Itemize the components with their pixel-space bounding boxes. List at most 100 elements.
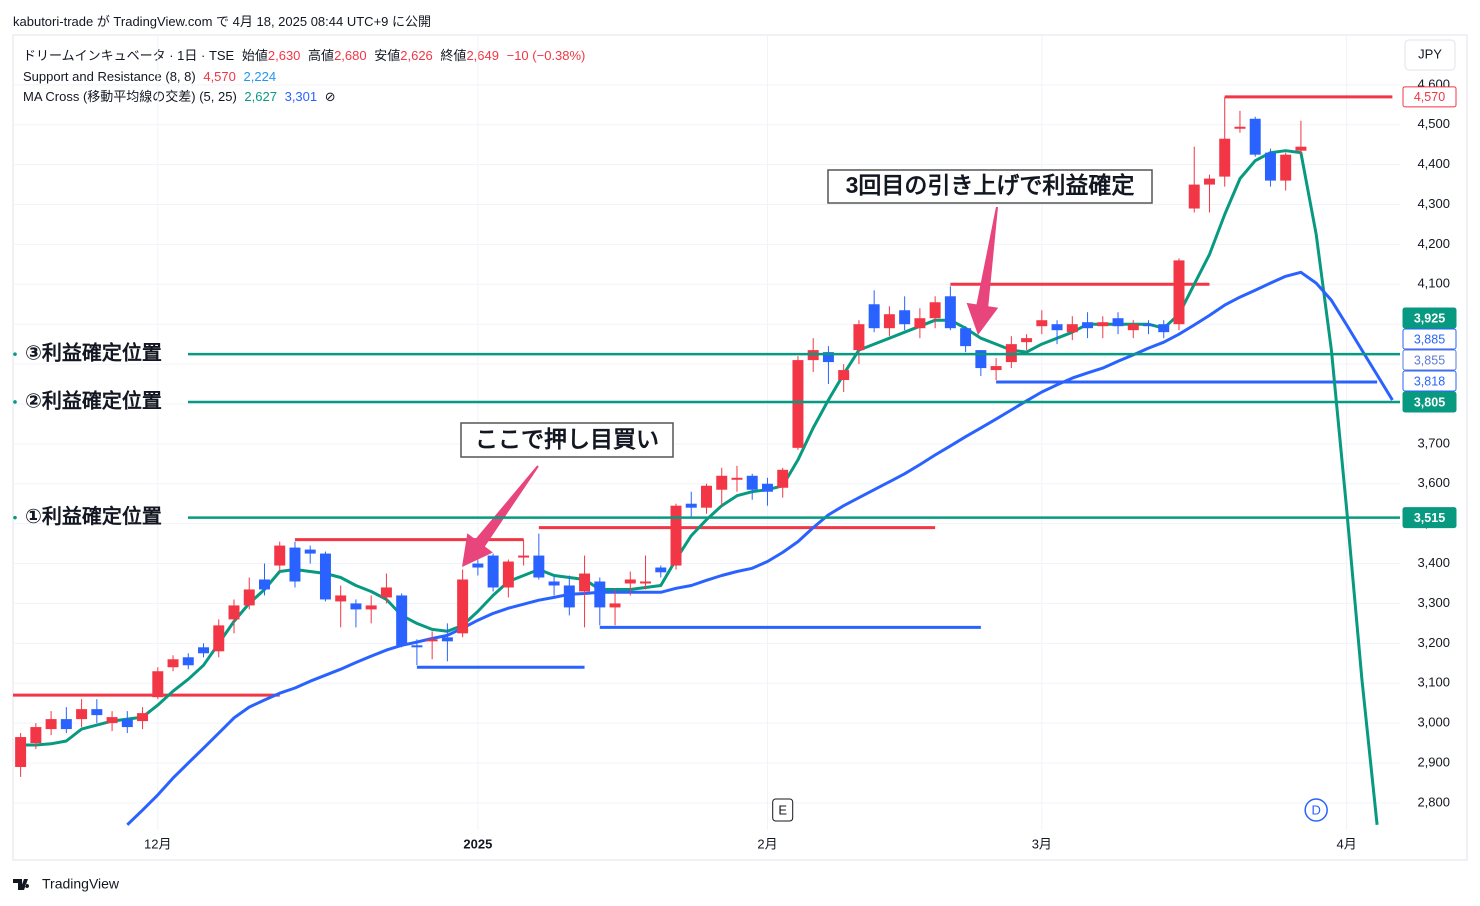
price-label: 4,570 [1414, 90, 1445, 104]
candle-body [579, 573, 591, 592]
candle-body [426, 639, 438, 642]
candle-body [198, 647, 210, 654]
candle-body [670, 505, 682, 566]
candle-body [914, 318, 926, 329]
annotation-box [827, 169, 1153, 204]
annotation-text: 3回目の引き上げで利益確定 [846, 172, 1135, 198]
candle-body [868, 304, 880, 329]
candle-body [243, 589, 255, 606]
y-tick-label: 3,300 [1417, 595, 1450, 610]
candle-body [975, 350, 987, 369]
price-label: 3,855 [1414, 353, 1445, 367]
candle-body [853, 324, 865, 351]
x-tick-label: 2月 [757, 836, 777, 851]
candle-body [106, 717, 118, 724]
price-label: 3,818 [1414, 374, 1445, 388]
candle-body [91, 709, 103, 716]
candle-body [487, 555, 499, 588]
candle-body [152, 671, 164, 698]
symbol-line: ドリームインキュベータ · 1日 · TSE 始値2,630 高値2,680 安… [23, 46, 589, 67]
published: kabutori-trade が TradingView.com で 4月 18… [13, 14, 431, 29]
symbol: ドリームインキュベータ · 1日 · TSE [23, 48, 235, 63]
candle-body [1173, 260, 1185, 325]
ohlc-label: 始値 [241, 48, 268, 63]
y-tick-label: 4,100 [1417, 276, 1450, 291]
indicator-name: Support and Resistance (8, 8) [23, 68, 196, 84]
candle-body [1158, 324, 1170, 333]
x-tick-label: 2025 [463, 836, 492, 851]
y-tick-label: 4,300 [1417, 196, 1450, 211]
price-axis: 2,8002,9003,0003,1003,2003,3003,4003,500… [1402, 76, 1457, 809]
candle-body [518, 555, 530, 558]
indicator-name: MA Cross (移動平均線の交差) (5, 25) [23, 89, 237, 104]
event-marker [772, 798, 794, 822]
candle-body [883, 314, 895, 329]
ohlc-value: 2,649 [466, 48, 499, 63]
y-tick-label: 3,100 [1417, 675, 1450, 690]
candle-body [1249, 118, 1261, 155]
candle-body [15, 737, 27, 767]
price-label: 3,925 [1414, 311, 1445, 325]
candle-body [76, 709, 88, 720]
candle-body [655, 567, 667, 573]
candle-body [228, 605, 240, 620]
y-tick-label: 3,000 [1417, 715, 1450, 730]
candle-body [899, 310, 911, 325]
indicator-value: 3,301 [284, 89, 318, 104]
candle-body [60, 719, 72, 730]
candle-body [335, 595, 347, 602]
indicator-icon[interactable]: ⊘ [324, 89, 336, 104]
annotation: 3回目の引き上げで利益確定 [827, 169, 1153, 335]
candle-body [1143, 324, 1154, 327]
annotation-arrow [462, 465, 539, 567]
candle-body [304, 549, 316, 554]
currency: JPY [1418, 46, 1442, 61]
y-tick-label: 3,200 [1417, 635, 1450, 650]
ma-line [126, 270, 1394, 826]
candle-body [685, 503, 697, 508]
level-label: ②利益確定位置 [25, 388, 162, 412]
price-label: 3,515 [1414, 511, 1445, 525]
price-label-box [1402, 86, 1457, 108]
candle-body [1280, 154, 1292, 181]
candle-body [1036, 320, 1048, 327]
candle-body [944, 296, 956, 329]
candle-body [563, 585, 575, 608]
level-label: ③利益確定位置 [25, 340, 162, 364]
candle-body [960, 328, 972, 347]
level-label: ①利益確定位置 [25, 504, 162, 528]
candle-body [761, 483, 773, 492]
level-dot [13, 515, 17, 520]
candle-body [289, 547, 301, 582]
y-tick-label: 2,800 [1417, 794, 1450, 809]
level-dot [13, 400, 17, 404]
indicator-line: Support and Resistance (8, 8) 4,570 2,22… [23, 67, 589, 88]
candle-body [259, 579, 270, 590]
candle-body [533, 555, 545, 578]
candle-body [167, 659, 179, 668]
candle-body [1082, 322, 1094, 329]
currency-button[interactable] [1404, 39, 1456, 71]
candle-body [350, 603, 362, 610]
legend: ドリームインキュベータ · 1日 · TSE 始値2,630 高値2,680 安… [23, 46, 589, 108]
published-line: kabutori-trade が TradingView.com で 4月 18… [13, 11, 435, 30]
candle-body [441, 637, 453, 642]
annotation-text: ここで押し目買い [475, 426, 659, 452]
candle-body [548, 581, 560, 586]
x-tick-label: 3月 [1032, 836, 1052, 851]
annotation: ここで押し目買い [460, 422, 674, 567]
candle-body [609, 603, 621, 608]
level-dot [13, 352, 17, 356]
ohlc-label: 終値 [440, 48, 467, 63]
candle-body [213, 625, 225, 652]
candle-body [640, 581, 652, 584]
candle-body [701, 485, 712, 508]
candle-body [746, 475, 758, 490]
candle-body [1203, 178, 1215, 185]
ohlc-label: 高値 [308, 48, 335, 63]
candle-body [792, 360, 804, 448]
candle-body [121, 719, 133, 728]
x-tick-label: 4月 [1337, 836, 1357, 851]
y-tick-label: 3,600 [1417, 475, 1450, 490]
